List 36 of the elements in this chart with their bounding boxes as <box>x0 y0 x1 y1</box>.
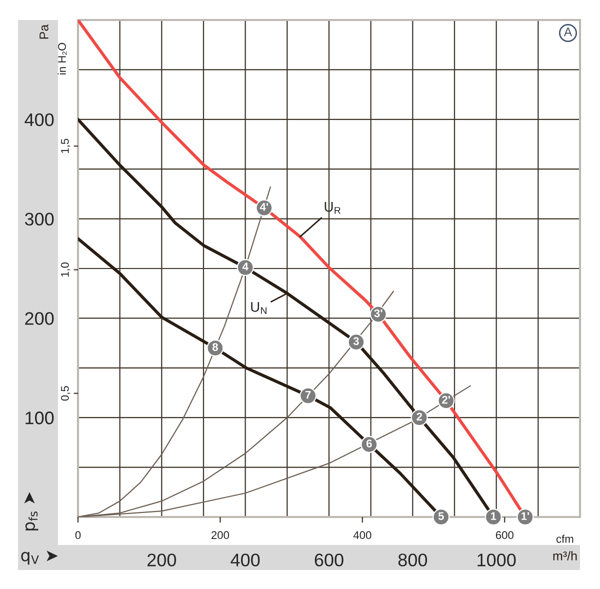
annotation: 3' <box>374 309 382 318</box>
x-tick-label: 600 <box>314 554 344 566</box>
y-axis-title: p$_{fs}$ ➤ <box>24 492 38 530</box>
y2-axis-title: in H₂O <box>58 42 67 74</box>
x2-axis-title: cfm <box>556 534 574 543</box>
y2-tick-label: 1,5 <box>61 138 70 153</box>
x2-tick-label: 0 <box>75 531 81 540</box>
annotation: A <box>564 28 572 36</box>
x-tick-label: 400 <box>230 554 260 566</box>
x-tick-label: 1000 <box>478 554 516 566</box>
text: m³/h <box>553 551 577 560</box>
y2-tick-label: 0,5 <box>60 386 70 401</box>
annotation: 1' <box>521 512 530 520</box>
annotation: 7 <box>305 390 311 399</box>
x-axis-title: q$_{V}$ ➤ <box>21 550 58 565</box>
y-tick-label: 300 <box>24 212 54 226</box>
x2-tick-label: 400 <box>353 531 372 540</box>
annotation: 3 <box>353 337 359 346</box>
y-tick-label: 100 <box>26 412 54 424</box>
annotation: 1 <box>491 512 496 520</box>
text: Pa <box>40 24 48 39</box>
annotation: 5 <box>438 512 444 520</box>
y2-tick-label: 1,0 <box>60 262 70 277</box>
x-tick-label: 200 <box>148 554 176 566</box>
y-tick-label: 200 <box>25 312 54 325</box>
annotation: 8 <box>212 343 218 352</box>
annotation: 4 <box>242 262 248 270</box>
x2-tick-label: 200 <box>212 531 230 540</box>
legend-label: U$_{N}$ <box>251 302 266 314</box>
annotation: 2' <box>442 396 450 404</box>
x2-tick-label: 600 <box>496 531 514 540</box>
annotation: 4' <box>260 203 268 211</box>
annotation: 6 <box>366 440 372 448</box>
x-tick-label: 800 <box>398 554 428 566</box>
annotation: 2 <box>416 412 422 420</box>
y-tick-label: 400 <box>24 113 54 126</box>
